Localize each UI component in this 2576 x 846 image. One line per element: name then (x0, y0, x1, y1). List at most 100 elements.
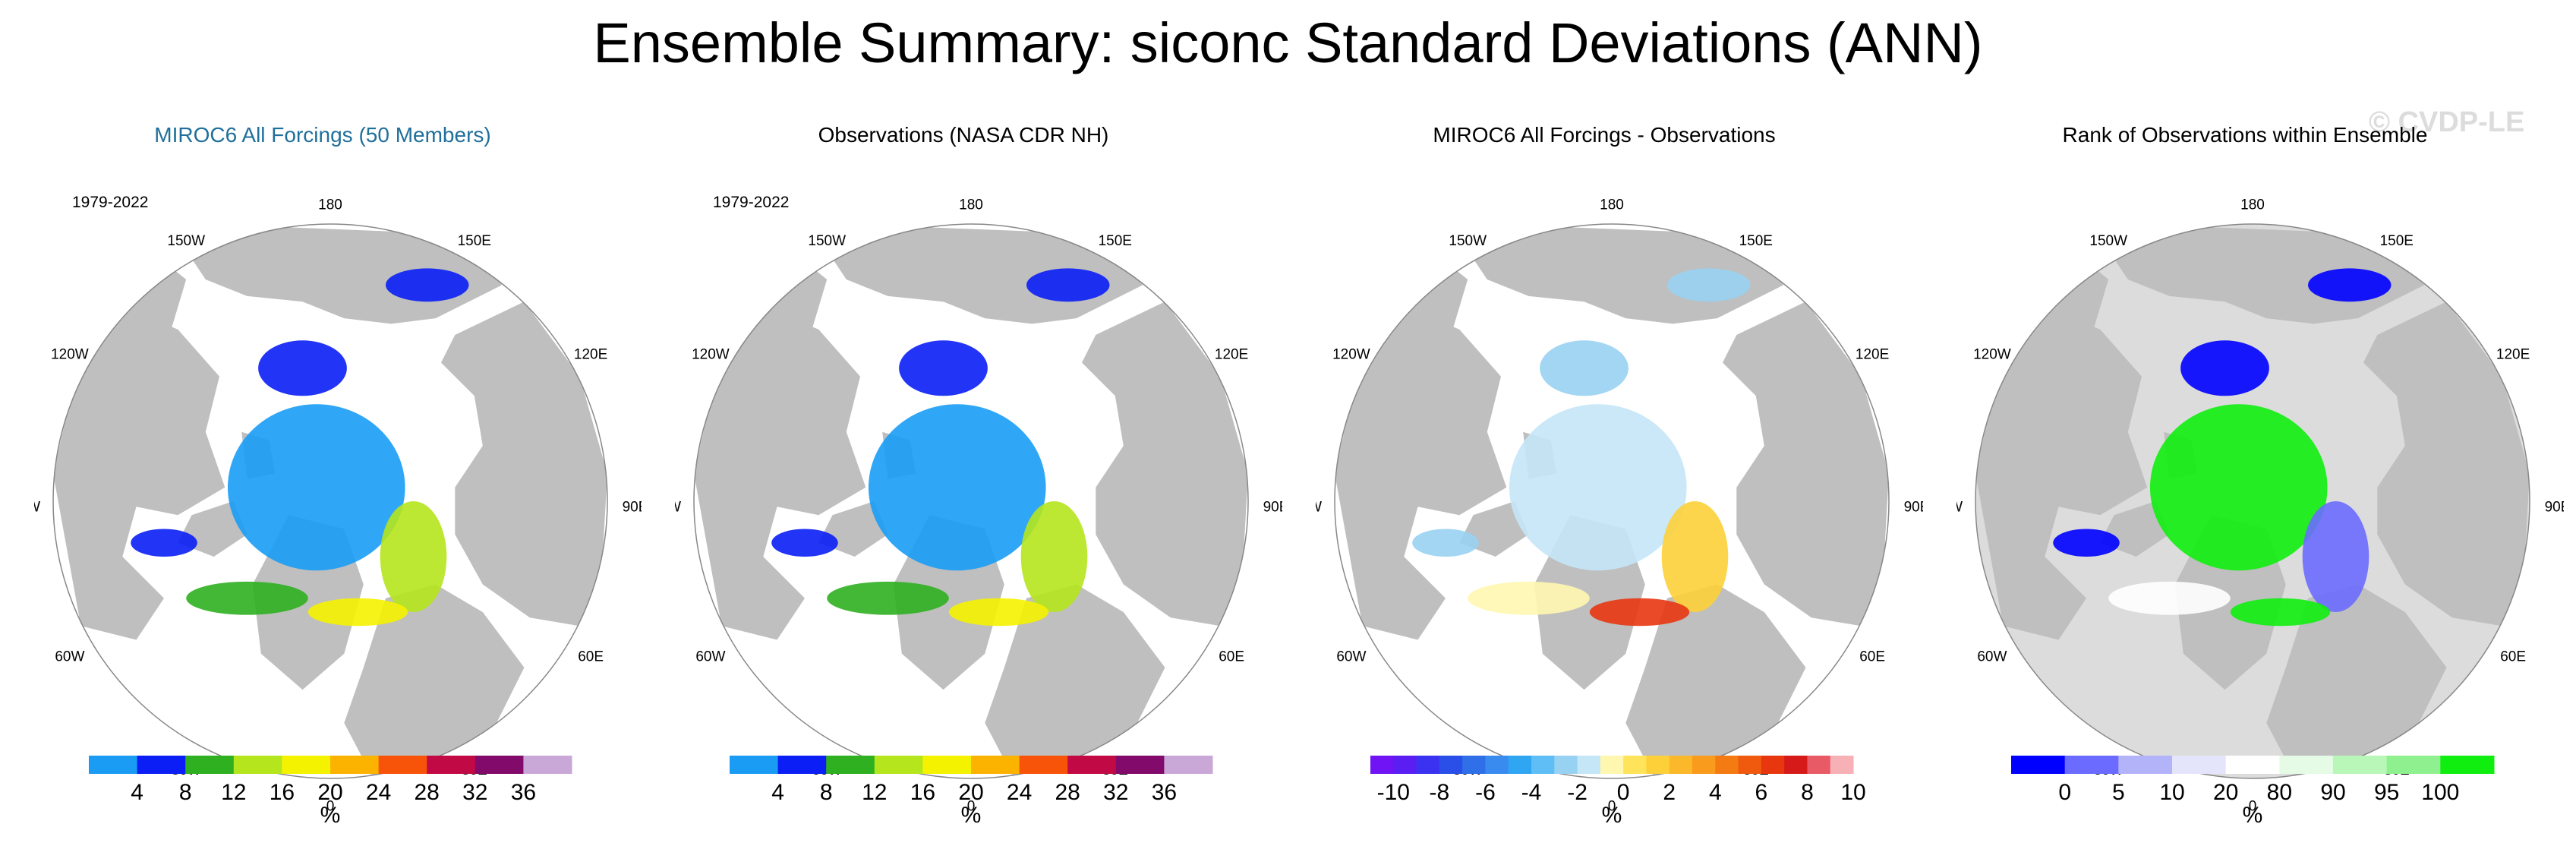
colorbar: 4 8 12 16 20 24 28 32 36% (730, 756, 1213, 828)
sea-ice-field (1540, 340, 1629, 396)
colorbar-tick-label: 6 (1755, 780, 1768, 805)
colorbar-tick-label: 28 (415, 780, 440, 805)
figure-title: Ensemble Summary: siconc Standard Deviat… (593, 11, 1983, 74)
land-shape (1723, 301, 1889, 627)
land-shape (694, 307, 866, 640)
colorbar-swatch (1393, 756, 1417, 774)
colorbar-tick-label: 0 (1617, 780, 1630, 805)
panel-observations: Observations (NASA CDR NH) 1979-2022 180… (675, 114, 1282, 835)
colorbar-tick-label: 4 (771, 780, 784, 805)
colorbar-swatch (777, 756, 827, 774)
sea-ice-field (1468, 581, 1590, 615)
colorbar-swatch (2118, 756, 2173, 774)
longitude-label: 90E (2545, 499, 2564, 515)
colorbar-swatch (1554, 756, 1578, 774)
sea-ice-field (131, 529, 197, 557)
land-shape (344, 584, 525, 776)
colorbar-swatch (2440, 756, 2495, 774)
longitude-label: 120W (692, 347, 730, 363)
colorbar-swatch (1830, 756, 1854, 774)
colorbar-swatch (1439, 756, 1463, 774)
colorbar-tick-label: 32 (462, 780, 487, 805)
colorbar-swatch (233, 756, 282, 774)
colorbar-tick-label: 10 (1840, 780, 1865, 805)
colorbar-tick-label: 28 (1055, 780, 1080, 805)
sea-ice-field (227, 404, 405, 571)
colorbar-tick-label: 2 (1663, 780, 1676, 805)
panel-title: Observations (NASA CDR NH) (818, 123, 1109, 147)
colorbar-swatch (1416, 756, 1440, 774)
colorbar-tick-label: 90 (2320, 780, 2345, 805)
colorbar-tick-label: 4 (131, 780, 143, 805)
colorbar-swatch (1807, 756, 1831, 774)
longitude-label: 120E (1215, 347, 1248, 363)
colorbar-tick-label: 20 (2213, 780, 2238, 805)
longitude-label: 60W (55, 649, 84, 664)
polar-map: 180090W90E150W120W150E120E60W30W60E30E05… (1956, 197, 2564, 828)
colorbar-swatch (2279, 756, 2334, 774)
sea-ice-field (1661, 501, 1729, 612)
longitude-label: 0 (326, 799, 335, 815)
sea-ice-field (1509, 404, 1687, 571)
longitude-label: 0 (967, 799, 976, 815)
colorbar-swatch (1623, 756, 1647, 774)
colorbar-swatch (1164, 756, 1213, 774)
colorbar-swatch (282, 756, 331, 774)
sea-ice-field (2308, 268, 2392, 302)
colorbar-swatch (89, 756, 138, 774)
longitude-label: 90W (1956, 499, 1963, 515)
colorbar-swatch (1019, 756, 1068, 774)
longitude-label: 120W (51, 347, 89, 363)
land-shape (53, 307, 225, 640)
colorbar-swatch (2333, 756, 2388, 774)
colorbar-units: % (2243, 803, 2263, 828)
colorbar-swatch (2011, 756, 2066, 774)
colorbar-tick-label: -2 (1567, 780, 1588, 805)
sea-ice-field (186, 581, 308, 615)
sea-ice-field (1026, 268, 1110, 302)
longitude-label: 60W (1977, 649, 2007, 664)
longitude-label: 60E (1219, 649, 1244, 664)
longitude-label: 60W (695, 649, 725, 664)
colorbar-tick-label: 24 (366, 780, 391, 805)
colorbar-swatch (826, 756, 875, 774)
colorbar: -10 -8 -6 -4 -2 0 2 4 6 8 10% (1370, 756, 1866, 828)
colorbar-tick-label: -6 (1475, 780, 1496, 805)
colorbar-swatch (330, 756, 380, 774)
colorbar-swatch (971, 756, 1020, 774)
longitude-label: 90E (1904, 499, 1923, 515)
colorbar-swatch (922, 756, 972, 774)
sea-ice-field (1667, 268, 1751, 302)
longitude-label: 150E (458, 233, 491, 249)
land-shape (985, 584, 1165, 776)
longitude-label: 60E (1859, 649, 1885, 664)
colorbar-tick-label: 32 (1103, 780, 1128, 805)
longitude-label: 180 (318, 197, 342, 213)
sea-ice-field (2230, 598, 2331, 627)
longitude-label: 90E (623, 499, 642, 515)
colorbar-tick-label: 20 (958, 780, 983, 805)
polar-map: 180090W90E150W120W150E120E60W30W60E30E48… (675, 197, 1282, 828)
colorbar-swatch (185, 756, 235, 774)
longitude-label: 120E (1856, 347, 1889, 363)
colorbar-swatch (1531, 756, 1555, 774)
sea-ice-field (2053, 529, 2120, 557)
colorbar-swatch (2386, 756, 2441, 774)
panel-title: Rank of Observations within Ensemble (2062, 123, 2428, 147)
longitude-label: 120E (574, 347, 607, 363)
panel-title: MIROC6 All Forcings (50 Members) (154, 123, 491, 147)
sea-ice-field (827, 581, 949, 615)
sea-ice-field (2108, 581, 2231, 615)
land-shape (2363, 301, 2530, 627)
colorbar-swatch (1692, 756, 1716, 774)
longitude-label: 180 (2240, 197, 2265, 213)
colorbar-swatch (2225, 756, 2280, 774)
sea-ice-field (2302, 501, 2369, 612)
colorbar-units: % (320, 803, 341, 828)
sea-ice-field (380, 501, 447, 612)
colorbar-tick-label: 0 (2058, 780, 2071, 805)
longitude-label: 150W (808, 233, 846, 249)
colorbar-tick-label: 8 (820, 780, 833, 805)
longitude-label: 150E (1099, 233, 1132, 249)
colorbar-tick-label: -8 (1430, 780, 1450, 805)
